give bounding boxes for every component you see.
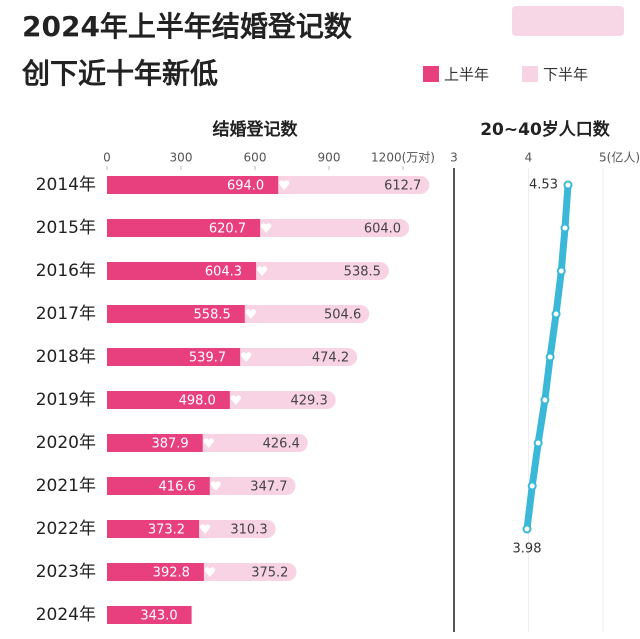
data-label: 429.3 (291, 394, 328, 409)
x-tick-label: 3 (450, 151, 458, 165)
marker (522, 524, 532, 534)
data-label: 347.7 (250, 480, 287, 495)
bar (107, 176, 279, 194)
heart-icon (240, 352, 252, 362)
data-label: 3.98 (513, 542, 542, 557)
y-tick-label: 2014年 (36, 175, 96, 195)
marker (556, 266, 566, 276)
y-tick-label: 2019年 (36, 390, 96, 410)
bar (107, 305, 245, 323)
data-label: 604.3 (205, 265, 242, 280)
data-label: 694.0 (227, 179, 264, 194)
y-tick-label: 2023年 (36, 562, 96, 582)
bar (247, 262, 389, 280)
data-label: 504.6 (324, 308, 361, 323)
title-line: 2024年上半年结婚登记数 (22, 10, 353, 43)
y-tick-label: 2016年 (36, 261, 96, 281)
data-label: 373.2 (148, 523, 185, 538)
legend-label: 上半年 (444, 66, 489, 84)
bar (107, 520, 200, 538)
bar (269, 176, 430, 194)
bar (107, 477, 210, 495)
bar (235, 305, 370, 323)
data-label: 612.7 (384, 179, 421, 194)
data-label: 474.2 (312, 351, 349, 366)
marker (527, 481, 537, 491)
watermark (512, 6, 624, 36)
legend-label: 下半年 (543, 66, 588, 84)
x-tick-label: 600 (244, 151, 267, 165)
legend-swatch (423, 66, 439, 82)
x-tick-label: 0 (103, 151, 111, 165)
bar (107, 606, 192, 624)
axis-title: 20~40岁人口数 (480, 119, 611, 140)
data-label: 604.0 (364, 222, 401, 237)
data-label: 426.4 (263, 437, 300, 452)
data-label: 558.5 (194, 308, 231, 323)
y-tick-label: 2018年 (36, 347, 96, 367)
heart-icon (278, 180, 290, 190)
marker (551, 309, 561, 319)
x-tick-label: 4 (525, 151, 533, 165)
x-tick-label: 5(亿人) (599, 150, 640, 165)
bar (107, 391, 230, 409)
y-tick-label: 2017年 (36, 304, 96, 324)
data-label: 387.9 (151, 437, 188, 452)
y-tick-label: 2015年 (36, 218, 96, 238)
bar (251, 219, 410, 237)
marker (540, 395, 550, 405)
legend-swatch (522, 66, 538, 82)
marker (563, 180, 573, 190)
bar (231, 348, 358, 366)
data-label: 343.0 (140, 609, 177, 624)
bar (107, 262, 257, 280)
data-label: 375.2 (251, 566, 288, 581)
x-tick-label: 900 (318, 151, 341, 165)
data-label: 310.3 (230, 523, 267, 538)
x-tick-label: 300 (170, 151, 193, 165)
data-label: 4.53 (529, 178, 558, 193)
bar (107, 434, 203, 452)
data-label: 620.7 (209, 222, 246, 237)
marker (545, 352, 555, 362)
marker (560, 223, 570, 233)
heart-icon (260, 223, 272, 233)
heart-icon (230, 395, 242, 405)
heart-icon (203, 438, 214, 448)
data-label: 498.0 (179, 394, 216, 409)
bar (107, 563, 204, 581)
y-tick-label: 2024年 (36, 605, 96, 625)
heart-icon (210, 481, 221, 491)
marker (533, 438, 543, 448)
bar (200, 477, 296, 495)
heart-icon (199, 524, 211, 534)
heart-icon (256, 266, 268, 276)
bar (193, 434, 308, 452)
heart-icon (245, 309, 256, 319)
y-tick-label: 2022年 (36, 519, 96, 539)
bar (220, 391, 336, 409)
data-label: 392.8 (153, 566, 190, 581)
data-label: 539.7 (189, 351, 226, 366)
axis-title: 结婚登记数 (213, 119, 299, 140)
bar (107, 348, 241, 366)
data-label: 538.5 (344, 265, 381, 280)
bar (107, 219, 261, 237)
y-tick-label: 2021年 (36, 476, 96, 496)
title-line: 创下近十年新低 (21, 57, 218, 90)
bar (194, 563, 297, 581)
x-tick-label: 1200(万对) (371, 151, 435, 165)
data-label: 416.6 (159, 480, 196, 495)
y-tick-label: 2020年 (36, 433, 96, 453)
bar (190, 520, 276, 538)
heart-icon (204, 567, 216, 577)
